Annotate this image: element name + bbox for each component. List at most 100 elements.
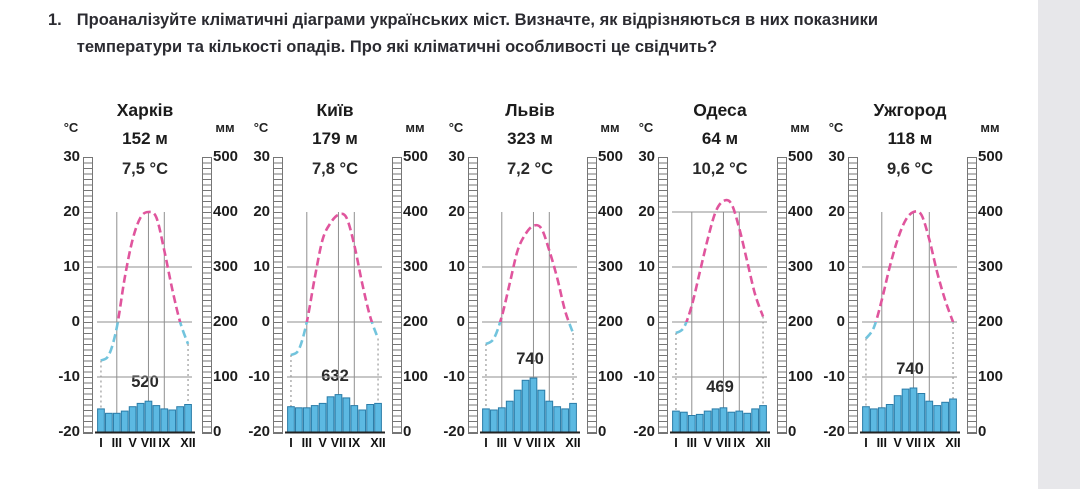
precipitation-bar <box>505 400 514 433</box>
precipitation-bar <box>136 402 145 433</box>
temp-axis-tick: 10 <box>448 258 465 275</box>
temp-axis-ladder <box>468 157 478 434</box>
precip-axis-tick: 400 <box>598 203 624 220</box>
precipitation-bar <box>366 404 374 433</box>
temperature-curve-above-zero <box>305 212 374 322</box>
precipitation-bar <box>358 409 367 433</box>
temperature-curve-above-zero <box>874 209 955 322</box>
precipitation-bar <box>711 408 720 433</box>
city-name: Київ <box>316 100 354 120</box>
climate-diagram-lviv: Львів 323 м 7,2 °C °C мм 30 20 10 0 -10 -20 500 400 3… <box>440 100 630 470</box>
temp-axis-ladder <box>658 157 668 434</box>
precipitation-bar <box>482 408 490 433</box>
precipitation-bar <box>695 413 704 433</box>
temp-axis-tick: -20 <box>443 423 465 440</box>
precip-axis-ladder <box>202 157 212 434</box>
temp-axis-unit-label: °C <box>828 120 844 135</box>
question-text-line2: температури та кількості опадів. Про які… <box>76 38 718 56</box>
temp-axis-tick: 10 <box>253 258 270 275</box>
precip-axis-unit-label: мм <box>790 120 810 135</box>
precipitation-bar <box>105 412 113 433</box>
climograph-plot <box>95 210 195 434</box>
temp-axis-tick: -10 <box>58 368 80 385</box>
precipitation-bar <box>326 396 335 433</box>
precip-axis-tick: 300 <box>213 258 239 275</box>
temp-axis-tick: 20 <box>63 203 80 220</box>
precipitation-bar <box>184 404 192 433</box>
mean-annual-temp: 7,5 °C <box>121 160 169 178</box>
month-axis-label: IX <box>733 436 746 450</box>
month-axis-label: V <box>893 436 902 450</box>
city-elevation: 118 м <box>887 129 933 148</box>
temp-axis-tick: 30 <box>638 148 655 165</box>
precip-axis-tick: 500 <box>403 148 429 165</box>
climate-diagram-odesa: Одеса 64 м 10,2 °C °C мм 30 20 10 0 -10 -20 500 400 3… <box>630 100 820 470</box>
precip-axis-tick: 100 <box>978 368 1004 385</box>
temp-axis-unit-label: °C <box>638 120 654 135</box>
city-elevation: 179 м <box>312 129 358 148</box>
precip-axis-tick: 300 <box>403 258 429 275</box>
precip-axis-ladder <box>587 157 597 434</box>
temp-axis-tick: -20 <box>823 423 845 440</box>
mean-annual-temp: 7,2 °C <box>506 160 554 178</box>
precip-axis-tick: 100 <box>788 368 814 385</box>
month-axis-label: III <box>876 436 887 450</box>
annual-precip-total: 520 <box>131 373 159 392</box>
precipitation-bar <box>128 406 137 433</box>
climograph-plot <box>860 209 960 434</box>
city-name: Одеса <box>693 100 747 120</box>
month-axis-label: III <box>111 436 122 450</box>
month-axis-label: I <box>484 436 488 450</box>
temperature-curve-below-zero <box>290 322 380 357</box>
temp-axis-tick: 0 <box>261 313 270 330</box>
precipitation-bar <box>901 388 910 433</box>
precipitation-bar <box>925 400 934 433</box>
temp-axis-tick: 20 <box>253 203 270 220</box>
precipitation-bar <box>310 405 319 433</box>
temperature-curve-above-zero <box>116 210 182 322</box>
temp-axis-ladder <box>848 157 858 434</box>
month-axis-label: XII <box>755 436 771 450</box>
precipitation-bar <box>933 405 942 433</box>
precipitation-bar <box>553 406 562 433</box>
precipitation-bar <box>569 402 577 433</box>
precip-axis-tick: 300 <box>788 258 814 275</box>
precipitation-bar <box>743 412 752 433</box>
precip-axis-ladder <box>777 157 787 434</box>
precipitation-bar <box>561 408 569 433</box>
month-axis-label: I <box>864 436 868 450</box>
month-axis-label: VII <box>715 436 732 450</box>
precipitation-bar <box>318 402 327 433</box>
mean-annual-temp: 9,6 °C <box>886 160 934 178</box>
precip-axis-tick: 0 <box>213 423 222 440</box>
precipitation-bar <box>537 389 546 433</box>
precipitation-bar <box>877 407 886 433</box>
precip-axis-tick: 0 <box>598 423 607 440</box>
city-elevation: 323 м <box>507 129 553 148</box>
precipitation-bar <box>703 410 712 433</box>
month-axis-label: VII <box>905 436 922 450</box>
precipitation-bar <box>545 400 554 433</box>
precipitation-bar <box>759 405 767 433</box>
month-axis-label: IX <box>158 436 171 450</box>
temp-axis-ladder <box>83 157 93 434</box>
city-elevation: 64 м <box>701 129 739 148</box>
precip-axis-tick: 0 <box>978 423 987 440</box>
climate-diagram-kharkiv: Харків 152 м 7,5 °C °C мм 30 20 10 0 -10 -20 500 400… <box>55 100 245 470</box>
precip-axis-tick: 300 <box>598 258 624 275</box>
precipitation-bar <box>680 411 688 433</box>
precipitation-bar <box>909 387 918 433</box>
month-axis-label: V <box>513 436 522 450</box>
precip-axis-unit-label: мм <box>215 120 235 135</box>
precip-axis-unit-label: мм <box>600 120 620 135</box>
temp-axis-tick: 0 <box>456 313 465 330</box>
month-axis-label: XII <box>370 436 386 450</box>
month-axis-label: III <box>496 436 507 450</box>
precipitation-bar <box>513 389 522 433</box>
precipitation-bar <box>350 405 359 433</box>
precip-axis-tick: 500 <box>978 148 1004 165</box>
question-text-line1: Проаналізуйте кліматичні діаграми україн… <box>76 11 878 29</box>
city-name: Ужгород <box>873 100 947 120</box>
precipitation-bar <box>295 407 303 433</box>
